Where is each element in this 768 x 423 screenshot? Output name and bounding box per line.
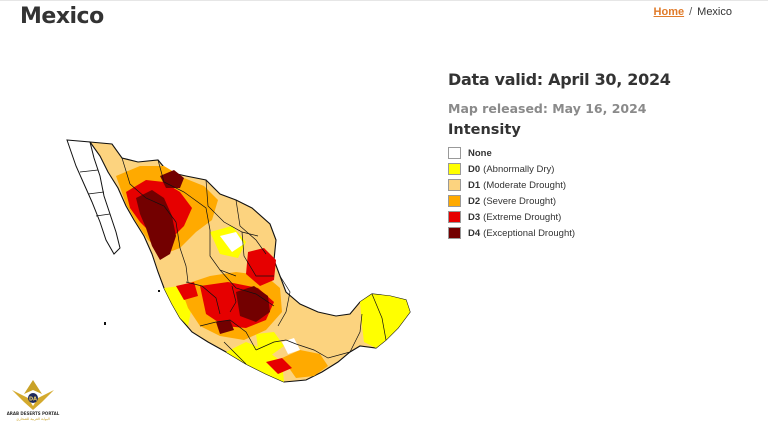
d3-area-west xyxy=(176,282,198,300)
logo-text-ar: البوابة العربية للصحاري xyxy=(16,417,50,421)
legend-item-d0: D0 (Abnormally Dry) xyxy=(448,161,575,177)
legend-code: D4 xyxy=(468,227,481,239)
island-marker xyxy=(104,322,106,325)
d0-area-yucatan xyxy=(360,294,410,348)
d4-area-central-west xyxy=(216,320,234,334)
svg-text:DA: DA xyxy=(29,397,37,403)
legend-code: D1 xyxy=(468,179,481,191)
breadcrumb: Home / Mexico xyxy=(654,6,732,18)
arab-deserts-portal-logo: DA ARAB DESERTS PORTAL البوابة العربية ل… xyxy=(7,380,60,421)
legend-swatch xyxy=(448,195,461,207)
legend-item-d3: D3 (Extreme Drought) xyxy=(448,209,575,225)
none-area-south xyxy=(282,338,300,354)
breadcrumb-current: Mexico xyxy=(697,6,732,18)
legend-label: (Abnormally Dry) xyxy=(483,163,555,175)
breadcrumb-separator: / xyxy=(689,6,693,18)
legend-item-d1: D1 (Moderate Drought) xyxy=(448,177,575,193)
drought-map xyxy=(66,139,411,383)
legend-swatch xyxy=(448,227,461,239)
d0-area-south xyxy=(226,342,284,382)
d3-area-south xyxy=(266,358,292,374)
state-borders xyxy=(121,157,387,365)
intensity-legend: None D0 (Abnormally Dry) D1 (Moderate Dr… xyxy=(448,145,575,241)
legend-label: (Severe Drought) xyxy=(483,195,557,207)
legend-item-d4: D4 (Exceptional Drought) xyxy=(448,225,575,241)
d4-area-central xyxy=(236,286,270,322)
logo-text-en: ARAB DESERTS PORTAL xyxy=(7,411,60,416)
legend-swatch xyxy=(448,179,461,191)
data-valid-date: Data valid: April 30, 2024 xyxy=(448,70,671,89)
island-marker xyxy=(158,290,160,292)
map-released-date: Map released: May 16, 2024 xyxy=(448,101,647,116)
legend-code: D0 xyxy=(468,163,481,175)
legend-code: D3 xyxy=(468,211,481,223)
d4-area-sonora xyxy=(136,190,176,260)
legend-code: D2 xyxy=(468,195,481,207)
header-divider xyxy=(0,0,768,1)
none-area-north xyxy=(220,232,244,252)
breadcrumb-home-link[interactable]: Home xyxy=(653,6,685,18)
legend-label: (Moderate Drought) xyxy=(483,179,567,191)
baja-peninsula xyxy=(66,139,121,255)
legend-swatch xyxy=(448,147,461,159)
baja-region-line xyxy=(79,169,111,217)
legend-label: (Extreme Drought) xyxy=(483,211,562,223)
d4-area-chihuahua xyxy=(160,170,184,188)
d2-area-south xyxy=(282,350,328,378)
legend-item-none: None xyxy=(448,145,575,161)
legend-label: (Exceptional Drought) xyxy=(483,227,576,239)
page-title: Mexico xyxy=(20,4,104,29)
legend-code: None xyxy=(468,147,492,159)
intensity-heading: Intensity xyxy=(448,122,521,138)
legend-swatch xyxy=(448,211,461,223)
d3-area-northeast xyxy=(246,248,276,286)
legend-swatch xyxy=(448,163,461,175)
legend-item-d2: D2 (Severe Drought) xyxy=(448,193,575,209)
